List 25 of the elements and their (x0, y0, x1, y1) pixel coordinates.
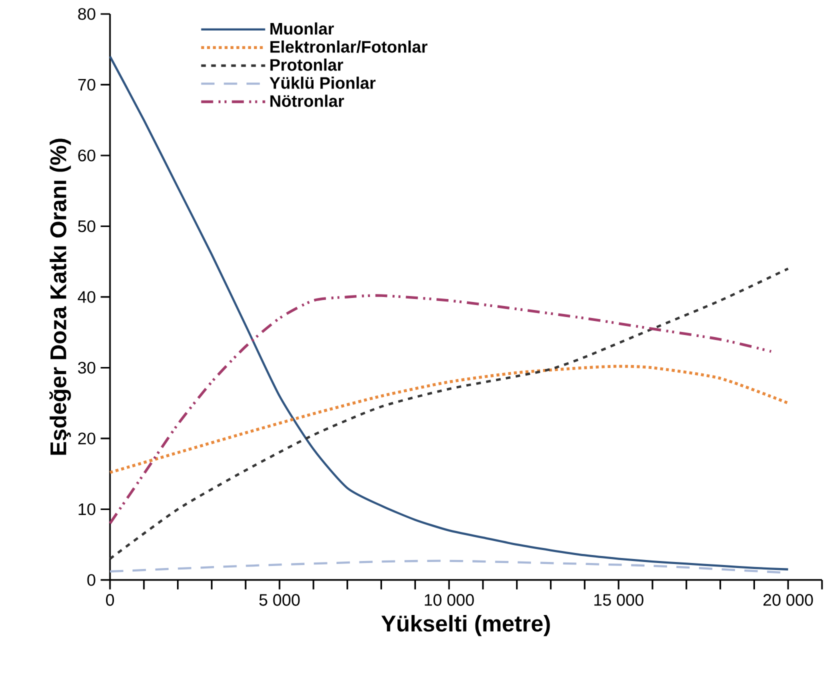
legend-label: Yüklü Pionlar (270, 76, 376, 89)
legend-label: Nötronlar (270, 94, 344, 107)
y-tick-label: 10 (78, 503, 96, 516)
x-tick-label: 5 000 (259, 594, 300, 606)
y-tick-label: 0 (87, 574, 96, 586)
x-tick-label: 10 000 (424, 594, 474, 606)
line-series (108, 364, 790, 474)
y-axis-title: Eşdeğer Doza Katkı Oranı (%) (49, 138, 71, 455)
y-tick-label: 20 (78, 432, 96, 444)
line-series (108, 267, 790, 560)
x-tick-label: 0 (106, 594, 114, 606)
y-tick-label: 80 (78, 8, 96, 20)
y-tick-label: 60 (78, 150, 96, 162)
x-tick-label: 20 000 (763, 594, 813, 606)
y-tick-label: 50 (78, 220, 96, 232)
legend-label: Elektronlar/Fotonlar (270, 40, 428, 53)
x-tick-label: 15 000 (594, 594, 644, 606)
line-series (108, 294, 772, 525)
y-tick-label: 40 (78, 291, 96, 303)
legend-label: Protonlar (270, 58, 344, 71)
y-tick-label: 30 (78, 362, 96, 374)
legend-label: Muonlar (270, 22, 334, 35)
x-axis-title: Yükselti (metre) (381, 614, 550, 636)
y-tick-label: 70 (78, 78, 96, 91)
line-series (108, 55, 790, 570)
